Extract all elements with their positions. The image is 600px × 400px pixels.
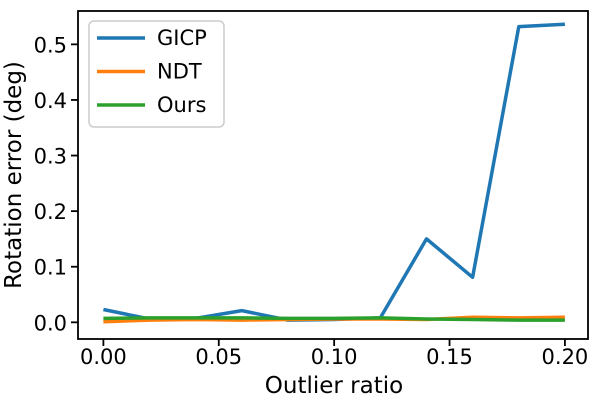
series-lines <box>103 22 565 324</box>
legend-label-gicp: GICP <box>157 26 207 50</box>
y-tick-label: 0.2 <box>34 200 67 224</box>
plot-border <box>77 10 589 340</box>
x-tick-label: 0.20 <box>542 345 589 369</box>
series-line-ours <box>103 316 565 322</box>
x-tick-label: 0.10 <box>311 345 358 369</box>
y-axis-label: Rotation error (deg) <box>1 61 27 289</box>
legend-box <box>88 20 225 128</box>
y-axis: 0.0 0.1 0.2 0.3 0.4 0.5 <box>34 33 78 335</box>
x-tick-label: 0.05 <box>195 345 242 369</box>
y-tick-label: 0.3 <box>34 145 67 169</box>
y-tick-label: 0.0 <box>34 311 67 335</box>
y-tick-label: 0.1 <box>34 256 67 280</box>
x-tick-label: 0.00 <box>80 345 127 369</box>
x-tick-label: 0.15 <box>426 345 473 369</box>
legend: GICP NDT Ours <box>88 20 225 128</box>
plot-area <box>77 10 589 340</box>
legend-label-ours: Ours <box>157 93 206 117</box>
x-axis: 0.00 0.05 0.10 0.15 0.20 <box>80 339 588 369</box>
y-tick-label: 0.5 <box>34 33 67 57</box>
y-tick-label: 0.4 <box>34 89 67 113</box>
x-axis-label: Outlier ratio <box>265 373 403 399</box>
legend-label-ndt: NDT <box>157 60 202 84</box>
